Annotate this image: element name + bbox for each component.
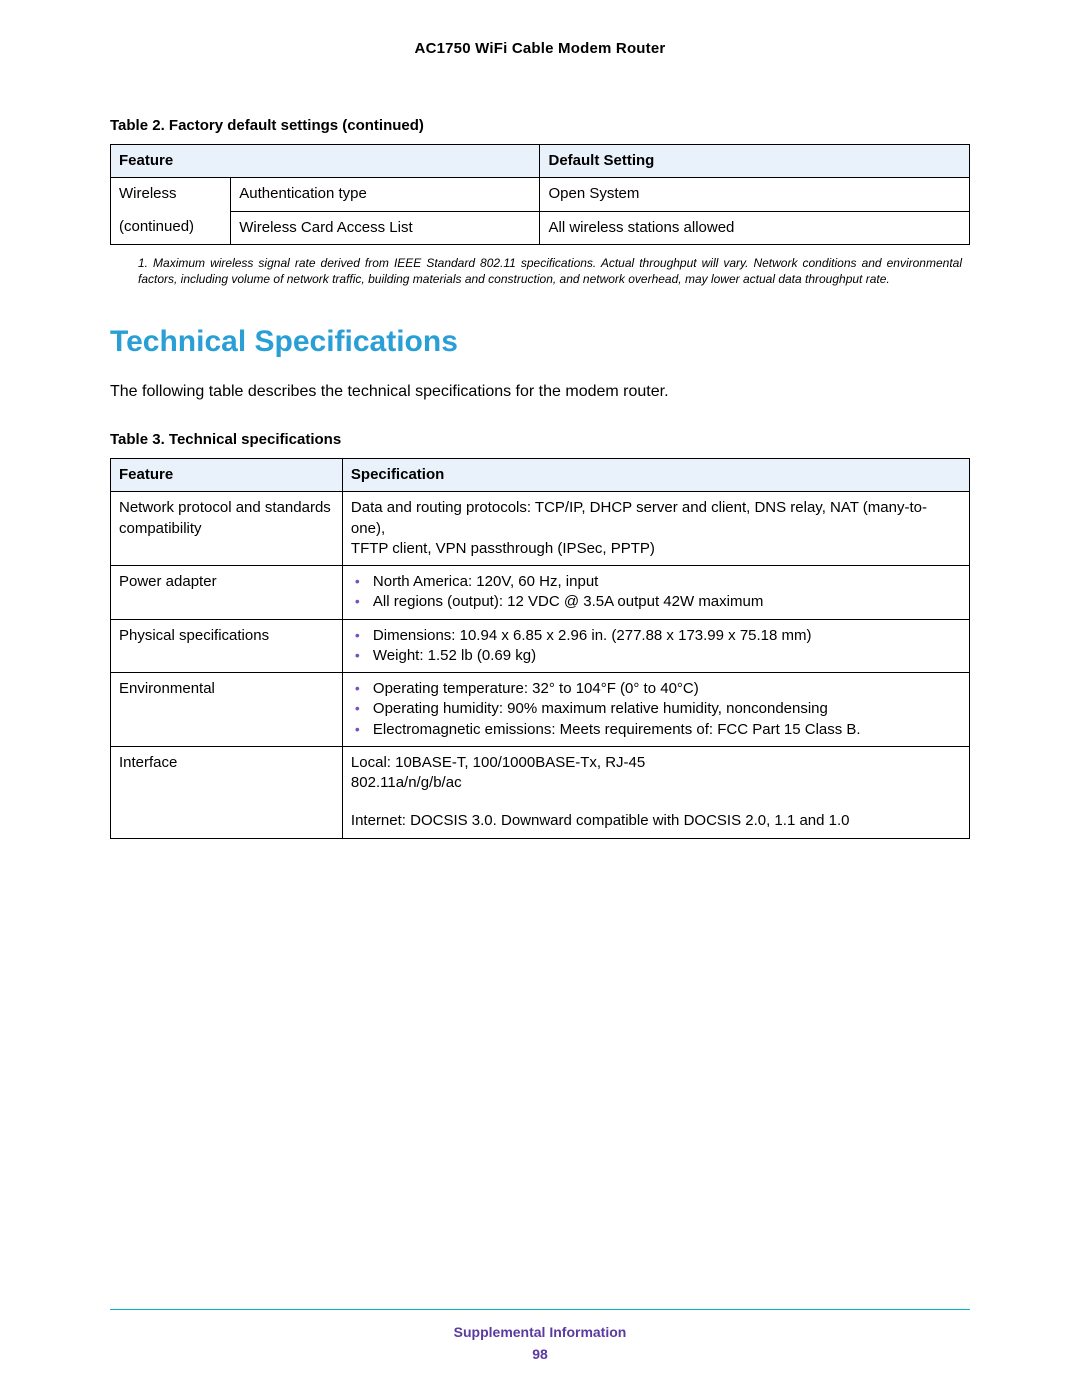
spec-bullet: Weight: 1.52 lb (0.69 kg) <box>351 646 961 666</box>
spec-bullet: Operating temperature: 32° to 104°F (0° … <box>351 679 961 699</box>
table3-spec: Dimensions: 10.94 x 6.85 x 2.96 in. (277… <box>342 619 969 673</box>
table2-header-default: Default Setting <box>540 145 970 178</box>
table3-header-row: Feature Specification <box>111 459 970 492</box>
footer-page-number: 98 <box>110 1346 970 1362</box>
table3-feature: Power adapter <box>111 566 343 620</box>
page-footer: Supplemental Information 98 <box>110 1309 970 1362</box>
spec-bullet: Operating humidity: 90% maximum relative… <box>351 699 961 719</box>
table2-subfeature: Wireless Card Access List <box>231 211 540 244</box>
document-title: AC1750 WiFi Cable Modem Router <box>110 40 970 57</box>
table-row: Wireless Authentication type Open System <box>111 178 970 211</box>
table3-feature: Physical specifications <box>111 619 343 673</box>
table2: Feature Default Setting Wireless Authent… <box>110 144 970 245</box>
table2-footnote: 1. Maximum wireless signal rate derived … <box>138 255 970 287</box>
table-row: Environmental Operating temperature: 32°… <box>111 673 970 747</box>
table3-spec: North America: 120V, 60 Hz, input All re… <box>342 566 969 620</box>
table2-default: All wireless stations allowed <box>540 211 970 244</box>
table3-spec: Internet: DOCSIS 3.0. Downward compatibl… <box>342 805 969 838</box>
table-row: Interface Local: 10BASE-T, 100/1000BASE-… <box>111 746 970 805</box>
table3: Feature Specification Network protocol a… <box>110 458 970 839</box>
spec-bullet: North America: 120V, 60 Hz, input <box>351 572 961 592</box>
footer-rule <box>110 1309 970 1310</box>
table-row: Internet: DOCSIS 3.0. Downward compatibl… <box>111 805 970 838</box>
table2-header-feature: Feature <box>111 145 540 178</box>
table-row: (continued) Wireless Card Access List Al… <box>111 211 970 244</box>
table2-subfeature: Authentication type <box>231 178 540 211</box>
spec-line: Data and routing protocols: TCP/IP, DHCP… <box>351 498 961 539</box>
section-heading: Technical Specifications <box>110 325 970 359</box>
table3-feature-empty <box>111 805 343 838</box>
spec-line: 802.11a/n/g/b/ac <box>351 773 961 793</box>
table3-feature: Interface <box>111 746 343 805</box>
table3-spec: Data and routing protocols: TCP/IP, DHCP… <box>342 492 969 566</box>
table-row: Power adapter North America: 120V, 60 Hz… <box>111 566 970 620</box>
spec-bullet: Dimensions: 10.94 x 6.85 x 2.96 in. (277… <box>351 626 961 646</box>
table3-feature: Network protocol and standards compatibi… <box>111 492 343 566</box>
spec-bullet: All regions (output): 12 VDC @ 3.5A outp… <box>351 592 961 612</box>
table2-group-label2: (continued) <box>111 211 231 244</box>
table3-feature: Environmental <box>111 673 343 747</box>
footer-title: Supplemental Information <box>110 1324 970 1340</box>
spec-line: Local: 10BASE-T, 100/1000BASE-Tx, RJ-45 <box>351 753 961 773</box>
table3-spec: Local: 10BASE-T, 100/1000BASE-Tx, RJ-45 … <box>342 746 969 805</box>
spec-line: TFTP client, VPN passthrough (IPSec, PPT… <box>351 539 961 559</box>
table2-header-row: Feature Default Setting <box>111 145 970 178</box>
intro-text: The following table describes the techni… <box>110 383 970 401</box>
table3-header-feature: Feature <box>111 459 343 492</box>
table3-caption: Table 3. Technical specifications <box>110 431 970 448</box>
table2-caption: Table 2. Factory default settings (conti… <box>110 117 970 134</box>
table3-header-spec: Specification <box>342 459 969 492</box>
spec-bullet: Electromagnetic emissions: Meets require… <box>351 720 961 740</box>
table2-default: Open System <box>540 178 970 211</box>
table-row: Physical specifications Dimensions: 10.9… <box>111 619 970 673</box>
table3-spec: Operating temperature: 32° to 104°F (0° … <box>342 673 969 747</box>
table-row: Network protocol and standards compatibi… <box>111 492 970 566</box>
table2-group-label1: Wireless <box>111 178 231 211</box>
